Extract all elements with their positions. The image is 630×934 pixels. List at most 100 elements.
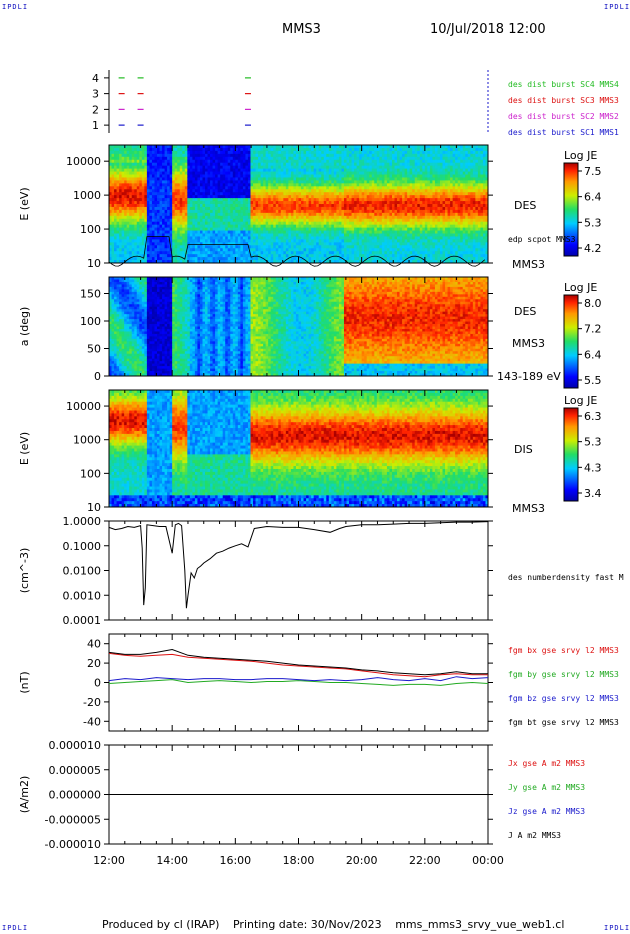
dis_energy-heatmap [109, 390, 489, 508]
dis_energy-colorbar-tick-label-1: 5.3 [584, 436, 602, 449]
bfield-legend-3: fgm bt gse srvy l2 MMS3 [508, 718, 619, 727]
dis_energy-colorbar-tick-label-0: 6.3 [584, 410, 602, 423]
des_pitch-ytick-label-2: 50 [87, 343, 101, 356]
density-ytick-label-1: 0.1000 [63, 540, 102, 553]
des_pitch-ytick-label-3: 0 [94, 370, 101, 383]
xaxis-tick-label-2: 16:00 [219, 854, 251, 867]
current-legend-0: Jx gse A m2 MMS3 [508, 759, 585, 768]
footer-produced: Produced by cl (IRAP) [102, 918, 220, 931]
des_energy-colorbar-tick-label-1: 6.4 [584, 191, 602, 204]
current-legend-3: J A m2 MMS3 [508, 831, 561, 840]
density-ytick-label-0: 1.0000 [63, 515, 102, 528]
des_energy-colorbar-tick-label-2: 5.3 [584, 216, 602, 229]
des-pitch-energy-range: 143-189 eV [497, 370, 561, 383]
density-ytick-label-2: 0.0100 [63, 565, 102, 578]
scpot-line [108, 236, 486, 267]
dis_energy-colorbar-title: Log JE [564, 394, 597, 407]
bfield-line-0 [108, 652, 488, 678]
des_pitch-ylabel: a (deg) [18, 307, 31, 347]
des_pitch-ytick-label-0: 150 [80, 288, 101, 301]
footer: Produced by cl (IRAP) Printing date: 30/… [102, 918, 574, 931]
current_density-ylabel: (A/m2) [18, 776, 31, 814]
density-legend: des numberdensity fast M [508, 573, 624, 582]
current_density-ytick-label-2: 0.000000 [49, 789, 102, 802]
magnetic_field-ytick-label-1: 20 [87, 657, 101, 670]
bfield-line-1 [108, 679, 489, 686]
des_pitch-colorbar-tick-label-3: 5.5 [584, 374, 602, 387]
des_energy-colorbar-tick-label-0: 7.5 [584, 165, 602, 178]
current-legend-2: Jz gse A m2 MMS3 [508, 807, 585, 816]
watermark-bottom-right: IPDLI [604, 924, 630, 932]
dis_energy-ytick-label-2: 100 [80, 467, 101, 480]
magnetic_field-frame [108, 633, 489, 732]
des_energy-ytick-label-0: 10000 [66, 155, 101, 168]
availability-ytick-label-1: 2 [92, 103, 99, 116]
watermark-top-right: IPDLI [604, 3, 630, 11]
density-ytick-label-3: 0.0010 [63, 589, 102, 602]
availability-legend-1: des dist burst SC2 MMS2 [508, 112, 619, 121]
current-legend-1: Jy gse A m2 MMS3 [508, 783, 585, 792]
current_density-ytick-label-0: 0.000010 [49, 739, 102, 752]
des_energy-ytick-label-2: 100 [80, 223, 101, 236]
spacecraft-title: MMS3 [282, 22, 321, 37]
magnetic_field-ytick-label-4: -40 [83, 715, 101, 728]
des_energy-ylabel: E (eV) [18, 187, 31, 220]
des_pitch-spacecraft-label: MMS3 [512, 337, 545, 350]
bfield-legend-2: fgm bz gse srvy l2 MMS3 [508, 694, 619, 703]
dis_energy-ytick-label-3: 10 [87, 501, 101, 514]
magnetic_field-ytick-label-3: -20 [83, 696, 101, 709]
bfield-legend-1: fgm by gse srvy l2 MMS3 [508, 670, 619, 679]
des_energy-heatmap [109, 145, 489, 264]
current_density-ytick-label-1: 0.000005 [49, 764, 102, 777]
dis_energy-ytick-label-1: 1000 [73, 434, 101, 447]
footer-printing-date: Printing date: 30/Nov/2023 [232, 918, 382, 931]
des_pitch-colorbar-tick-label-2: 6.4 [584, 348, 602, 361]
datetime-title: 10/Jul/2018 12:00 [430, 22, 546, 37]
dis_energy-ytick-label-0: 10000 [66, 400, 101, 413]
des_energy-colorbar [563, 162, 579, 257]
des_energy-colorbar-tick-label-3: 4.2 [584, 242, 602, 255]
footer-filename: mms_mms3_srvy_vue_web1.cl [395, 918, 565, 931]
xaxis-tick-label-1: 14:00 [156, 854, 188, 867]
density-ytick-label-4: 0.0001 [63, 614, 102, 627]
xaxis-tick-label-6: 00:00 [472, 854, 504, 867]
current_density-ytick-label-3: -0.000005 [45, 813, 101, 826]
availability-legend-3: des dist burst SC4 MMS4 [508, 80, 619, 89]
des_pitch-ytick-label-1: 100 [80, 315, 101, 328]
xaxis-tick-label-3: 18:00 [283, 854, 315, 867]
availability-ytick-label-2: 3 [92, 88, 99, 101]
dis_energy-ylabel: E (eV) [18, 432, 31, 465]
availability-ytick-label-0: 1 [92, 119, 99, 132]
des_pitch-colorbar [563, 294, 579, 389]
bfield-line-2 [108, 676, 489, 682]
xaxis-tick-label-0: 12:00 [93, 854, 125, 867]
availability-ytick-label-3: 4 [92, 72, 99, 85]
dis_energy-spacecraft-label: MMS3 [512, 502, 545, 515]
magnetic_field-ylabel: (nT) [18, 671, 31, 693]
des_energy-ytick-label-1: 1000 [73, 189, 101, 202]
magnetic_field-ytick-label-2: 0 [94, 677, 101, 690]
dis_energy-colorbar-tick-label-2: 4.3 [584, 461, 602, 474]
density-ylabel: (cm^-3) [18, 548, 31, 594]
des_pitch-instrument-label: DES [514, 305, 536, 318]
xaxis-tick-label-4: 20:00 [346, 854, 378, 867]
current_density-ytick-label-4: -0.000010 [45, 838, 101, 851]
xaxis-tick-label-5: 22:00 [409, 854, 441, 867]
des_pitch-heatmap [109, 277, 489, 377]
watermark-bottom-left: IPDLI [2, 924, 29, 932]
watermark-top-left: IPDLI [2, 3, 29, 11]
dis_energy-instrument-label: DIS [514, 443, 533, 456]
dis_energy-colorbar [563, 407, 579, 502]
des_energy-ytick-label-3: 10 [87, 257, 101, 270]
des-energy-note: edp scpot MMS3 [508, 235, 576, 244]
des_pitch-colorbar-tick-label-1: 7.2 [584, 323, 602, 336]
des_pitch-colorbar-tick-label-0: 8.0 [584, 297, 602, 310]
density-frame [108, 520, 489, 621]
dis_energy-colorbar-tick-label-3: 3.4 [584, 487, 602, 500]
density-line [108, 521, 489, 609]
des_pitch-colorbar-title: Log JE [564, 281, 597, 294]
magnetic_field-ytick-label-0: 40 [87, 638, 101, 651]
availability-legend-2: des dist burst SC3 MMS3 [508, 96, 619, 105]
des_energy-spacecraft-label: MMS3 [512, 258, 545, 271]
